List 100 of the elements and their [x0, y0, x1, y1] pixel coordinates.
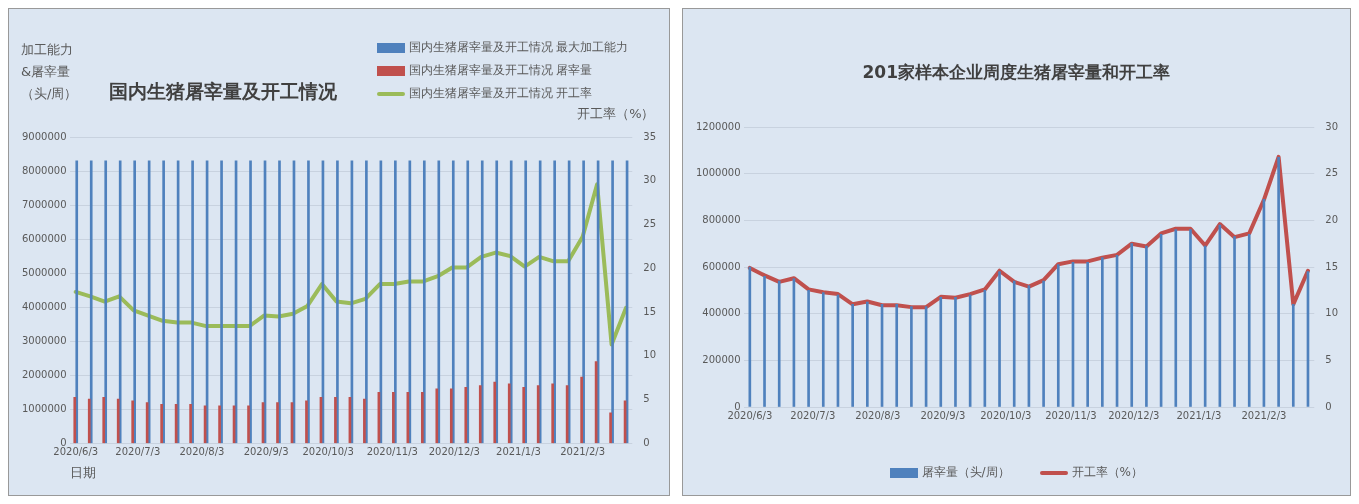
bar — [334, 397, 337, 444]
x-tick-label: 2020/8/3 — [179, 445, 225, 457]
y2-tick-label: 20 — [643, 261, 657, 273]
y-axis-title: 加工能力&屠宰量（头/周） — [21, 41, 79, 103]
y-tick-label: 800000 — [701, 213, 741, 225]
bar — [218, 405, 221, 444]
y-tick-label: 1000000 — [695, 167, 741, 179]
x-tick-label: 2020/7/3 — [115, 445, 161, 457]
bar — [507, 383, 511, 444]
bar — [278, 160, 281, 444]
bar — [365, 160, 368, 444]
bar — [1232, 236, 1236, 407]
x-tick-label: 2020/10/3 — [302, 445, 354, 457]
y2-tick-label: 30 — [1324, 120, 1338, 132]
bar — [1276, 157, 1280, 407]
bar — [1247, 234, 1251, 407]
bar — [73, 397, 77, 444]
legend-label: 国内生猪屠宰量及开工情况 开工率 — [408, 85, 593, 102]
x-tick-label: 2020/8/3 — [854, 409, 900, 421]
x-tick-label: 2020/11/3 — [1044, 409, 1097, 421]
y-tick-label: 0 — [733, 400, 741, 412]
y-tick-label: 4000000 — [21, 300, 67, 312]
legend-label: 屠宰量（头/周） — [921, 464, 1010, 481]
bar — [464, 386, 468, 444]
y2-tick-label: 30 — [643, 174, 657, 186]
bar — [118, 160, 122, 444]
bar — [524, 160, 528, 444]
bar — [420, 392, 424, 444]
bar — [336, 160, 339, 444]
bar — [536, 385, 540, 444]
bar — [509, 160, 513, 444]
y2-tick-label: 5 — [643, 393, 650, 405]
bar — [1056, 264, 1060, 407]
x-tick-label: 2021/2/3 — [560, 445, 606, 457]
x-tick-label: 2020/6/3 — [726, 409, 772, 421]
y-tick-label: 7000000 — [21, 198, 67, 210]
x-tick-label: 2020/9/3 — [919, 409, 965, 421]
x-tick-label: 2020/12/3 — [1107, 409, 1159, 421]
y-tick-label: 1200000 — [695, 120, 741, 132]
bar — [611, 160, 614, 444]
y2-tick-label: 15 — [643, 305, 657, 317]
bar — [495, 160, 499, 444]
bar — [909, 306, 913, 407]
y-tick-label: 5000000 — [21, 266, 67, 278]
bar — [392, 392, 395, 444]
bar — [1129, 243, 1133, 407]
x-axis-title: 日期 — [69, 464, 96, 480]
bar — [762, 276, 766, 407]
legend-label: 开工率（%） — [1071, 464, 1143, 481]
bar — [307, 160, 310, 444]
y-tick-label: 2000000 — [21, 368, 67, 380]
bar — [953, 297, 957, 407]
bar — [580, 376, 583, 444]
bar — [777, 280, 781, 407]
bar — [538, 160, 542, 444]
x-tick-label: 2020/6/3 — [53, 445, 99, 457]
bar — [466, 160, 470, 444]
bar — [437, 160, 441, 444]
bar — [75, 160, 79, 444]
y-tick-label: 3000000 — [21, 334, 67, 346]
bar — [1085, 262, 1089, 407]
bar — [493, 381, 497, 444]
bar — [1173, 229, 1177, 407]
bar — [582, 160, 585, 444]
x-tick-label: 2020/9/3 — [243, 445, 289, 457]
x-tick-label: 2021/1/3 — [496, 445, 541, 457]
bar — [522, 386, 526, 444]
bar — [104, 160, 108, 444]
bar — [806, 290, 810, 407]
y2-tick-label: 0 — [1324, 400, 1332, 412]
bar — [997, 271, 1001, 407]
y-tick-label: 9000000 — [21, 130, 67, 142]
y-tick-label: 200000 — [701, 353, 741, 365]
legend-label: 国内生猪屠宰量及开工情况 屠宰量 — [408, 62, 593, 79]
x-tick-label: 2020/11/3 — [366, 445, 418, 457]
y-tick-label: 600000 — [701, 260, 741, 272]
bar — [394, 160, 397, 444]
bar — [305, 400, 308, 444]
bar — [189, 403, 192, 444]
bar — [1188, 229, 1192, 407]
bar — [1291, 304, 1295, 407]
y-tick-label: 1000000 — [21, 402, 67, 414]
bar — [451, 160, 455, 444]
y-tick-label: 0 — [60, 436, 67, 448]
bar — [551, 383, 554, 444]
bar — [1041, 280, 1045, 407]
bar — [1144, 245, 1148, 407]
bar — [133, 160, 136, 444]
y-tick-label: 400000 — [701, 307, 741, 319]
y2-tick-label: 35 — [643, 130, 657, 142]
bar — [553, 160, 556, 444]
y2-axis-title: 开工率（%） — [577, 105, 655, 123]
bar — [160, 403, 163, 444]
bar — [102, 397, 106, 444]
x-tick-label: 2020/7/3 — [789, 409, 835, 421]
bar — [249, 160, 252, 444]
bar — [276, 402, 279, 444]
bar — [894, 304, 898, 407]
bar — [449, 388, 453, 444]
bar — [87, 398, 91, 444]
